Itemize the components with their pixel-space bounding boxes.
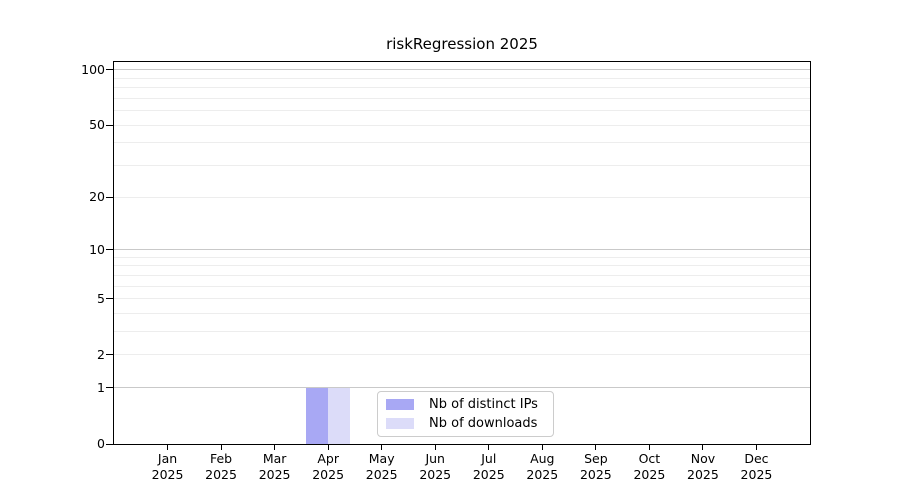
x-tick (381, 444, 383, 450)
y-gridline-minor (114, 196, 810, 198)
x-tick-label: Jan 2025 (133, 451, 203, 483)
x-tick-month: Oct (638, 451, 661, 466)
y-gridline-minor (114, 87, 810, 89)
y-gridline-minor (114, 298, 810, 300)
legend-swatch-distinct-ips (386, 399, 414, 410)
y-gridline-minor (114, 110, 810, 112)
y-gridline-minor (114, 77, 810, 79)
x-tick (648, 444, 650, 450)
y-gridline-minor (114, 164, 810, 166)
x-tick-label: Nov 2025 (668, 451, 738, 483)
y-tick-label: 50 (89, 117, 105, 133)
y-gridline-minor (114, 97, 810, 99)
y-gridline-major (114, 249, 810, 250)
x-tick-year: 2025 (258, 467, 291, 482)
x-tick-month: May (368, 451, 395, 466)
x-tick-year: 2025 (526, 467, 559, 482)
x-tick (702, 444, 704, 450)
y-tick (106, 298, 113, 300)
x-tick-year: 2025 (740, 467, 773, 482)
y-tick-label: 5 (97, 290, 105, 306)
x-tick (167, 444, 169, 450)
y-gridline-minor (114, 142, 810, 144)
x-tick-year: 2025 (151, 467, 184, 482)
y-tick-label: 10 (89, 241, 105, 257)
y-tick-label: 100 (81, 61, 105, 77)
x-tick-year: 2025 (205, 467, 237, 482)
x-tick (488, 444, 490, 450)
y-gridline-minor (114, 265, 810, 267)
x-tick-year: 2025 (633, 467, 666, 482)
y-tick (106, 124, 113, 126)
x-tick-month: Sep (584, 451, 608, 466)
bar-nb-of-downloads (328, 387, 351, 444)
y-tick-label: 1 (97, 379, 105, 395)
y-gridline-major (114, 387, 810, 389)
legend-item-downloads: Nb of downloads (386, 415, 545, 432)
x-tick-month: Apr (317, 451, 339, 466)
y-gridline-minor (114, 312, 810, 314)
x-tick-label: Oct 2025 (614, 451, 684, 483)
x-tick-month: Mar (262, 451, 287, 466)
x-tick (274, 444, 276, 450)
y-gridline-minor (114, 124, 810, 126)
y-gridline-minor (114, 285, 810, 287)
y-tick (106, 443, 113, 445)
x-tick-year: 2025 (419, 467, 452, 482)
x-tick-month: Dec (744, 451, 769, 466)
x-tick-label: Feb 2025 (186, 451, 256, 483)
y-tick (106, 354, 113, 356)
x-tick-label: May 2025 (347, 451, 417, 483)
legend-swatch-downloads (386, 418, 414, 429)
y-tick (106, 196, 113, 198)
x-tick (220, 444, 222, 450)
y-gridline-minor (114, 354, 810, 356)
x-tick-year: 2025 (312, 467, 345, 482)
y-gridline-major (114, 69, 810, 71)
legend-label-distinct-ips: Nb of distinct IPs (429, 397, 538, 412)
x-tick-month: Aug (530, 451, 555, 466)
x-tick (541, 444, 543, 450)
chart-title: riskRegression 2025 (386, 35, 538, 53)
legend-label-downloads: Nb of downloads (429, 416, 538, 431)
y-gridline-minor (114, 274, 810, 276)
x-tick-month: Feb (209, 451, 233, 466)
x-tick (595, 444, 597, 450)
bar-nb-of-distinct-ips (306, 387, 329, 444)
x-tick-label: Aug 2025 (507, 451, 577, 483)
x-tick-year: 2025 (579, 467, 612, 482)
plot-area (113, 61, 811, 445)
x-tick-month: Jul (481, 451, 497, 466)
x-tick-label: Sep 2025 (561, 451, 631, 483)
y-tick (106, 249, 113, 250)
x-tick-label: Jun 2025 (400, 451, 470, 483)
x-tick-year: 2025 (365, 467, 398, 482)
y-tick-label: 20 (89, 189, 105, 205)
y-tick (106, 387, 113, 389)
x-tick-label: Apr 2025 (293, 451, 363, 483)
x-tick-month: Jan (157, 451, 178, 466)
x-tick (434, 444, 436, 450)
y-tick-label: 2 (97, 346, 105, 362)
x-tick-year: 2025 (687, 467, 719, 482)
y-gridline-minor (114, 331, 810, 333)
y-tick-label: 0 (97, 436, 105, 451)
x-tick-label: Jul 2025 (454, 451, 524, 483)
legend: Nb of distinct IPs Nb of downloads (377, 391, 554, 437)
y-gridline-minor (114, 256, 810, 258)
x-tick (755, 444, 757, 450)
x-tick-month: Nov (690, 451, 716, 466)
legend-item-distinct-ips: Nb of distinct IPs (386, 396, 545, 413)
x-tick-label: Mar 2025 (240, 451, 310, 483)
x-tick-month: Jun (425, 451, 445, 466)
x-tick (327, 444, 329, 450)
x-tick-label: Dec 2025 (721, 451, 791, 483)
y-tick (106, 69, 113, 71)
x-tick-year: 2025 (472, 467, 505, 482)
